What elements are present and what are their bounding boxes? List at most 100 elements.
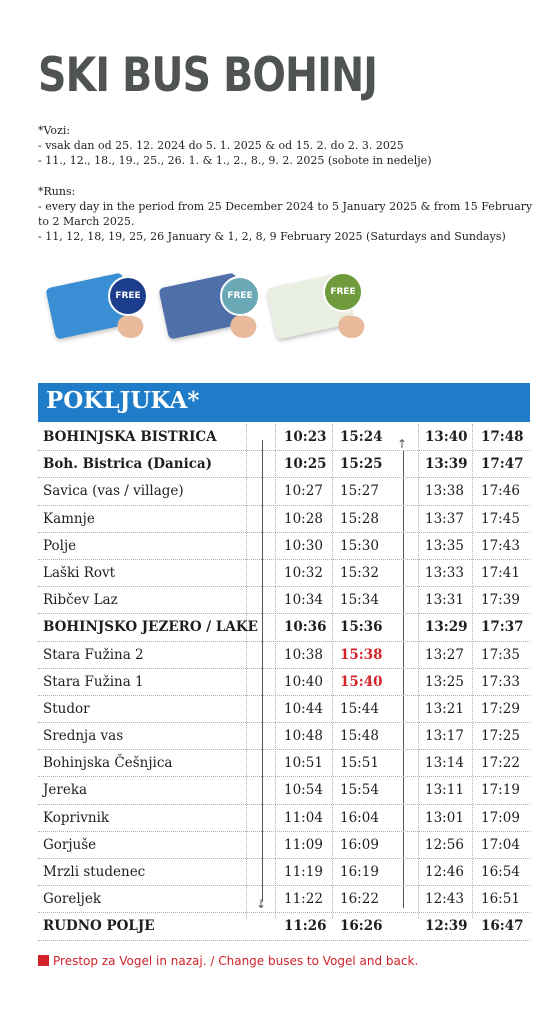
return-time: 13:27 <box>425 646 464 663</box>
return-time: 17:19 <box>481 782 520 799</box>
departure-time: 10:36 <box>284 619 327 636</box>
departure-time: 10:51 <box>284 755 323 772</box>
stop-name: Stara Fužina 1 <box>43 673 144 690</box>
departure-time: 15:54 <box>340 782 379 799</box>
timetable-row: Laški Rovt 10:32 15:32 13:33 17:41 <box>38 560 530 588</box>
stop-name: Kamnje <box>43 510 95 527</box>
departure-time: 15:34 <box>340 592 379 609</box>
return-time: 13:33 <box>425 564 464 581</box>
departure-time: 10:23 <box>284 429 327 445</box>
timetable-row: Mrzli studenec 11:19 16:19 12:46 16:54 <box>38 859 530 887</box>
return-time: 17:39 <box>481 592 520 609</box>
return-time: 12:46 <box>425 864 464 880</box>
stop-name: BOHINJSKA BISTRICA <box>43 429 217 445</box>
departure-time: 16:22 <box>340 891 379 908</box>
down-direction-line <box>262 440 263 902</box>
departure-time: 16:09 <box>340 836 379 853</box>
route-title: POKLJUKA* <box>46 387 200 414</box>
departure-time: 15:28 <box>340 510 379 527</box>
return-time: 16:54 <box>481 864 520 880</box>
return-time: 17:41 <box>481 564 520 581</box>
departure-time: 15:51 <box>340 755 379 772</box>
departure-time: 10:44 <box>284 700 323 717</box>
up-direction-line <box>403 450 404 908</box>
return-time: 17:04 <box>481 836 520 853</box>
return-time: 13:25 <box>425 673 464 690</box>
stop-name: Srednja vas <box>43 728 124 745</box>
return-time: 12:43 <box>425 891 464 908</box>
timetable-row: Stara Fužina 2 10:38 15:38 13:27 17:35 <box>38 642 530 669</box>
departure-time: 15:30 <box>340 537 379 554</box>
column-divider <box>275 424 276 918</box>
free-badge: FREE <box>323 272 363 312</box>
timetable-row: Srednja vas 10:48 15:48 13:17 17:25 <box>38 723 530 751</box>
service-notes: *Vozi: - vsak dan od 25. 12. 2024 do 5. … <box>38 123 538 244</box>
departure-time: 16:26 <box>340 918 383 935</box>
return-time: 13:38 <box>425 483 464 500</box>
return-time: 13:21 <box>425 700 464 717</box>
stop-name: Jereka <box>43 782 88 799</box>
timetable-row: Boh. Bistrica (Danica) 10:25 15:25 13:39 17:… <box>38 451 530 479</box>
return-time: 16:51 <box>481 891 520 908</box>
departure-time: 10:27 <box>284 483 323 500</box>
return-time: 17:48 <box>481 429 524 445</box>
return-time: 13:29 <box>425 619 468 636</box>
stop-name: Ribčev Laz <box>43 592 118 609</box>
return-time: 12:56 <box>425 836 464 853</box>
stop-name: Savica (vas / village) <box>43 483 184 500</box>
departure-time: 15:40 <box>340 673 383 690</box>
return-time: 17:46 <box>481 483 520 500</box>
timetable-row: Studor 10:44 15:44 13:21 17:29 <box>38 696 530 724</box>
column-divider <box>418 424 419 918</box>
return-time: 17:29 <box>481 700 520 717</box>
departure-time: 11:19 <box>284 864 323 880</box>
stop-name: BOHINJSKO JEZERO / LAKE <box>43 619 258 636</box>
return-time: 13:39 <box>425 456 468 473</box>
timetable-row: BOHINJSKA BISTRICA 10:23 15:24 13:40 17:48 <box>38 424 530 452</box>
departure-time: 15:48 <box>340 728 379 745</box>
return-time: 17:09 <box>481 809 520 826</box>
return-time: 13:35 <box>425 537 464 554</box>
stop-name: Boh. Bistrica (Danica) <box>43 456 213 473</box>
return-time: 13:31 <box>425 592 464 609</box>
departure-time: 15:32 <box>340 564 379 581</box>
departure-time: 10:48 <box>284 728 323 745</box>
return-time: 16:47 <box>481 918 524 935</box>
column-divider <box>246 424 247 918</box>
up-arrow-icon: ↑ <box>397 437 408 451</box>
return-time: 13:40 <box>425 429 468 445</box>
departure-time: 15:38 <box>340 646 383 663</box>
return-time: 13:14 <box>425 755 464 772</box>
free-cards-row: FREE FREE FREE <box>38 270 368 350</box>
notes-sl-heading: *Vozi: <box>38 124 71 137</box>
free-badge: FREE <box>220 276 260 316</box>
stop-name: Gorjuše <box>43 836 97 853</box>
departure-time: 15:44 <box>340 700 379 717</box>
departure-time: 10:38 <box>284 646 323 663</box>
transfer-marker-icon <box>38 955 49 966</box>
departure-time: 10:28 <box>284 510 323 527</box>
return-time: 13:17 <box>425 728 464 745</box>
stop-name: Bohinjska Češnjica <box>43 755 173 772</box>
notes-sl-line1: - vsak dan od 25. 12. 2024 do 5. 1. 2025… <box>38 139 404 152</box>
departure-time: 15:36 <box>340 619 383 636</box>
timetable-row: Jereka 10:54 15:54 13:11 17:19 <box>38 777 530 805</box>
departure-time: 10:25 <box>284 456 327 473</box>
timetable-row: Savica (vas / village) 10:27 15:27 13:38 17:… <box>38 478 530 506</box>
notes-en-line2: - 11, 12, 18, 19, 25, 26 January & 1, 2,… <box>38 230 506 243</box>
return-time: 17:35 <box>481 646 520 663</box>
return-time: 13:37 <box>425 510 464 527</box>
notes-sl-line2: - 11., 12., 18., 19., 25., 26. 1. & 1., … <box>38 154 432 167</box>
stop-name: Mrzli studenec <box>43 864 146 880</box>
return-time: 17:47 <box>481 456 524 473</box>
timetable-row: BOHINJSKO JEZERO / LAKE 10:36 15:36 13:29 17… <box>38 614 530 642</box>
timetable-row: Goreljek 11:22 16:22 12:43 16:51 <box>38 886 530 914</box>
route-header: POKLJUKA* <box>38 383 530 422</box>
stop-name: Goreljek <box>43 891 102 908</box>
timetable-row: Stara Fužina 1 10:40 15:40 13:25 17:33 <box>38 669 530 696</box>
stop-name: Laški Rovt <box>43 564 116 581</box>
column-divider <box>332 424 333 918</box>
departure-time: 10:32 <box>284 564 323 581</box>
free-badge: FREE <box>108 276 148 316</box>
stop-name: Polje <box>43 537 77 554</box>
